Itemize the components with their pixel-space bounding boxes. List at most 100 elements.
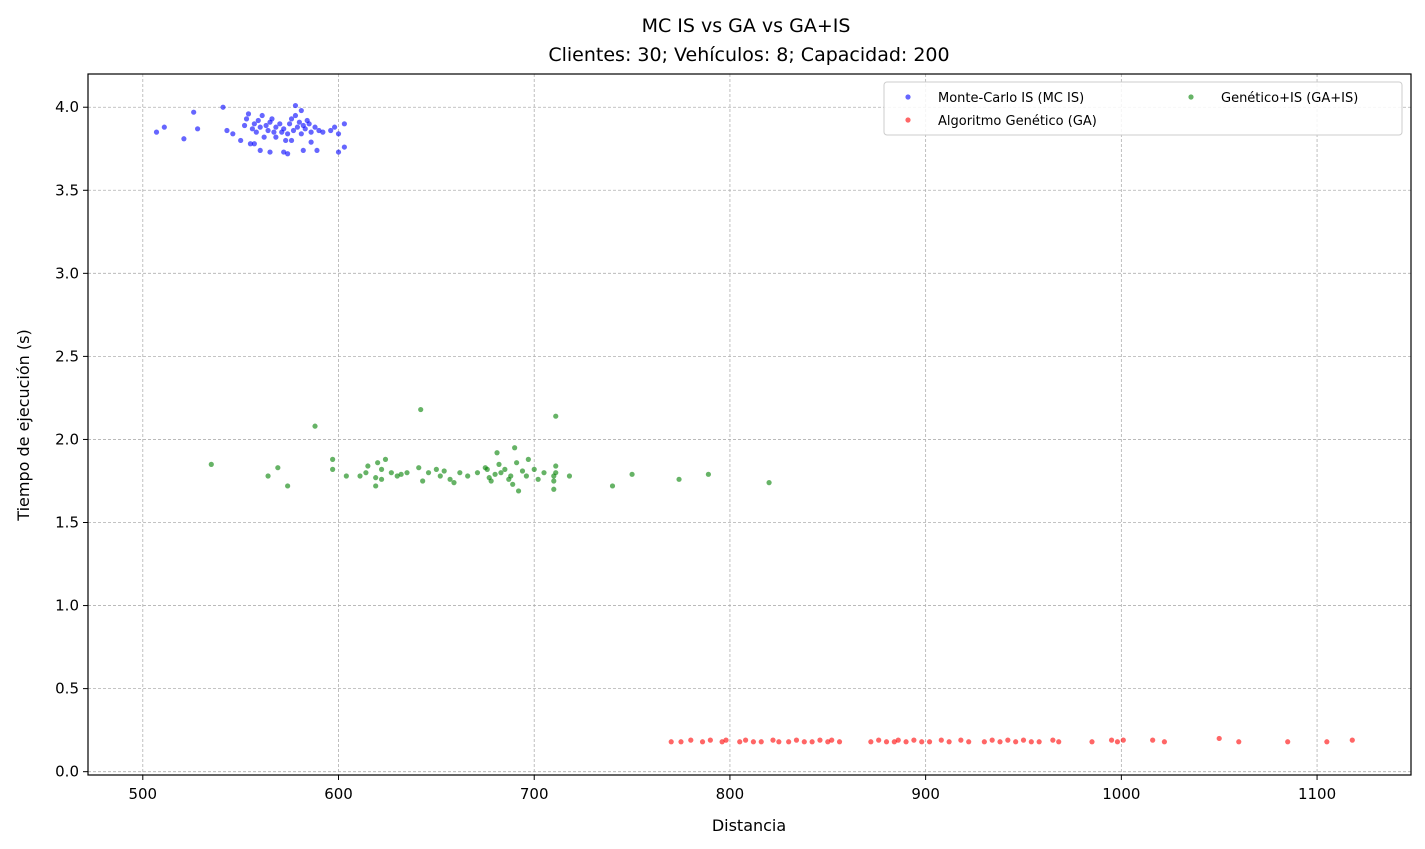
ga-is-point [506, 476, 512, 482]
ga-is-point [551, 478, 557, 484]
chart-subtitle: Clientes: 30; Vehículos: 8; Capacidad: 2… [548, 44, 949, 66]
mc-is-point [285, 151, 291, 157]
ga-is-point [465, 473, 471, 479]
ga-is-point [512, 445, 518, 451]
mc-is-point [331, 124, 338, 130]
ga-point [688, 737, 694, 743]
ga-point [911, 737, 917, 743]
mc-is-point [335, 131, 342, 137]
ga-is-point [766, 480, 772, 486]
y-tick-label: 2.0 [55, 430, 79, 448]
mc-is-point [283, 137, 289, 144]
ga-is-point [447, 476, 453, 482]
ga-is-point [441, 468, 447, 474]
mc-is-point [253, 129, 259, 135]
ga-is-point [566, 473, 573, 479]
x-tick-label: 500 [128, 785, 157, 803]
mc-is-point [285, 131, 291, 137]
mc-is-point [279, 129, 285, 135]
y-tick-label: 2.5 [55, 347, 79, 365]
ga-point [758, 739, 764, 745]
ga-is-point [275, 465, 281, 471]
ga-is-point [519, 468, 526, 474]
legend-marker-ga-is [1188, 94, 1194, 100]
ga-is-point [451, 480, 457, 486]
data-points [153, 102, 1355, 745]
ga-point [958, 737, 964, 743]
ga-is-point [373, 483, 379, 489]
ga-is-point [492, 471, 498, 477]
mc-is-point [292, 102, 299, 109]
ga-point [926, 739, 933, 745]
ga-is-point [285, 483, 291, 489]
mc-is-point [288, 137, 295, 144]
ga-is-point [523, 473, 529, 479]
mc-is-point [181, 136, 187, 142]
mc-is-point [296, 119, 302, 125]
legend-label-mc-is: Monte-Carlo IS (MC IS) [938, 91, 1084, 106]
x-tick-label: 900 [911, 785, 940, 803]
ga-point [786, 739, 792, 745]
ga-is-point [378, 476, 385, 482]
mc-is-point [320, 129, 326, 135]
ga-is-point [514, 460, 520, 466]
ga-is-point [457, 470, 463, 476]
mc-is-point [267, 149, 273, 155]
mc-is-point [286, 121, 293, 127]
ga-point [895, 737, 901, 743]
ga-is-point [373, 475, 379, 481]
ga-point [938, 737, 944, 743]
ga-is-point [494, 450, 500, 456]
ga-is-point [551, 486, 557, 492]
chart-title: MC IS vs GA vs GA+IS [642, 15, 851, 37]
ga-is-point [378, 466, 385, 472]
ga-point [1036, 739, 1042, 745]
mc-is-point [261, 134, 267, 140]
mc-is-point [220, 104, 226, 110]
mc-is-point [259, 112, 265, 119]
y-tick-label: 3.5 [55, 181, 79, 199]
ga-point [836, 739, 843, 745]
ga-point [946, 739, 952, 745]
mc-is-point [251, 141, 257, 147]
ga-is-point [357, 473, 363, 479]
mc-is-point [308, 129, 314, 135]
legend-label-ga-is: Genético+IS (GA+IS) [1221, 91, 1358, 106]
ga-is-point [365, 463, 371, 469]
mc-is-point [161, 124, 167, 130]
y-tick-label: 1.5 [55, 514, 79, 532]
ga-is-point [496, 461, 502, 467]
ga-is-point [433, 466, 439, 472]
ga-point [809, 739, 815, 745]
ga-point [678, 739, 684, 745]
ga-point [1236, 739, 1242, 745]
mc-is-point [269, 116, 275, 122]
ga-point [903, 739, 909, 745]
ga-is-point [437, 473, 443, 479]
y-tick-label: 3.0 [55, 264, 79, 282]
legend-marker-mc-is [905, 94, 911, 100]
mc-is-point [300, 147, 306, 154]
ga-is-point [343, 473, 349, 479]
axis-ticks: 500 600 700 800 900 1000 1100 0.0 0.5 1.0 1.5 2.0 2.… [55, 98, 1336, 803]
ga-point [868, 739, 874, 745]
mc-is-point [298, 107, 304, 114]
ga-is-point [425, 470, 432, 476]
mc-is-point [273, 124, 279, 130]
x-tick-label: 600 [324, 785, 353, 803]
mc-is-point [243, 116, 250, 122]
mc-is-point [191, 109, 197, 115]
ga-point [1005, 737, 1011, 743]
ga-point [989, 737, 995, 743]
y-tick-label: 0.5 [55, 680, 79, 698]
ga-point [1216, 735, 1222, 742]
ga-is-point [363, 470, 369, 476]
ga-point [723, 737, 729, 743]
mc-is-point [328, 127, 334, 134]
ga-is-point [553, 463, 559, 469]
x-tick-label: 700 [520, 785, 549, 803]
ga-is-point [629, 471, 635, 477]
mc-is-point [257, 147, 263, 154]
